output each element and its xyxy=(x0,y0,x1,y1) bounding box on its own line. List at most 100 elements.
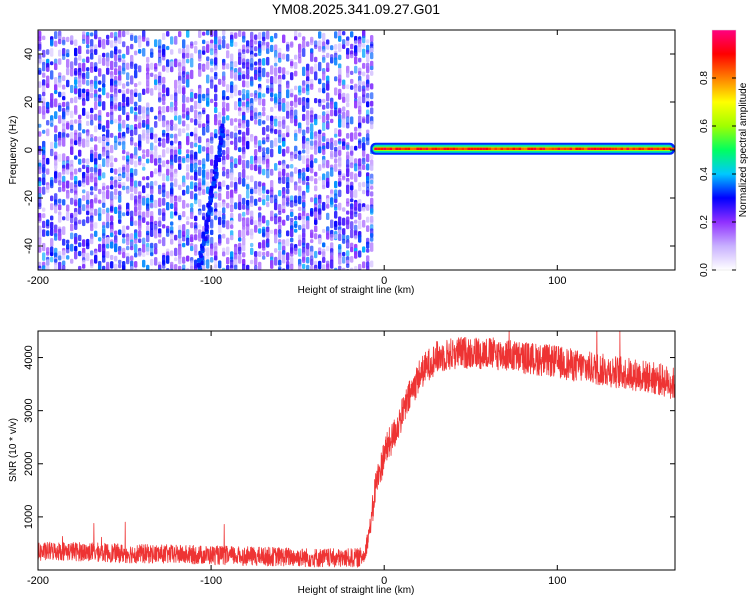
carrier-core-cell xyxy=(518,147,522,150)
spectrogram-cell xyxy=(194,45,198,54)
spectrogram-cell xyxy=(190,58,194,68)
spectrogram-cell xyxy=(234,181,238,192)
spectrogram-cell xyxy=(158,220,162,227)
y-tick-label: 3000 xyxy=(23,398,35,422)
spectrogram-cell xyxy=(66,53,70,58)
spectrogram-cell xyxy=(346,84,350,90)
spectrogram-cell xyxy=(242,49,246,55)
spectrogram-cell xyxy=(346,250,350,257)
spectrogram-cell xyxy=(350,43,354,50)
spectrogram-cell xyxy=(234,84,238,91)
spectrogram-cell xyxy=(254,61,258,66)
spectrogram-cell xyxy=(42,167,46,172)
spectrogram-cell xyxy=(314,250,318,259)
spectrogram-cell xyxy=(246,208,250,216)
spectrogram-cell xyxy=(134,252,138,258)
spectrogram-cell xyxy=(66,204,70,212)
spectrogram-cell xyxy=(358,263,362,270)
spectrogram-cell xyxy=(50,39,54,47)
spectrogram-cell xyxy=(146,136,150,144)
spectrogram-cell xyxy=(326,245,330,252)
spectrogram-cell xyxy=(182,52,186,59)
spectrogram-cell xyxy=(282,163,286,170)
spectrogram-cell xyxy=(358,144,362,149)
spectrogram-cell xyxy=(118,89,122,94)
carrier-core-cell xyxy=(617,147,621,150)
spectrogram-cell xyxy=(174,247,178,257)
spectrogram-cell xyxy=(246,107,250,113)
spectrogram-cell xyxy=(38,30,42,39)
spectrogram-cell xyxy=(262,98,266,107)
spectrogram-cell xyxy=(58,58,62,65)
spectrogram-cell xyxy=(342,234,346,241)
spectrogram-cell xyxy=(190,236,194,243)
spectrogram-cell xyxy=(238,56,242,65)
spectrogram-cell xyxy=(58,180,62,186)
spectrogram-cell xyxy=(174,110,178,116)
spectrogram-cell xyxy=(250,268,254,270)
spectrogram-cell xyxy=(50,256,54,263)
spectrogram-cell xyxy=(366,204,370,211)
spectrogram-cell xyxy=(270,106,274,112)
spectrogram-cell xyxy=(370,107,374,115)
spectrogram-cell xyxy=(278,259,282,266)
spectrogram-cell xyxy=(98,265,102,270)
spectrogram-cell xyxy=(294,109,298,117)
spectrogram-cell xyxy=(70,124,74,131)
spectrogram-cell xyxy=(342,256,346,264)
spectrogram-cell xyxy=(202,180,206,187)
spectrogram-cell xyxy=(310,160,314,169)
spectrogram-cell xyxy=(38,36,42,42)
spectrogram-cell xyxy=(54,133,58,142)
carrier-core-cell xyxy=(389,147,393,150)
spectrogram-cell xyxy=(242,243,246,252)
spectrogram-cell xyxy=(366,225,370,232)
spectrogram-cell xyxy=(350,267,354,270)
spectrogram-cell xyxy=(366,190,370,197)
spectrogram-cell xyxy=(302,66,306,77)
spectrogram-cell xyxy=(238,177,242,185)
spectrogram-cell xyxy=(182,235,186,242)
spectrogram-cell xyxy=(234,101,238,111)
carrier-core-cell xyxy=(635,147,639,150)
spectrogram-cell xyxy=(370,197,374,207)
spectrogram-cell xyxy=(322,122,326,131)
spectrogram-cell xyxy=(238,101,242,107)
spectrogram-cell xyxy=(230,267,234,270)
spectrogram-cell xyxy=(74,236,78,245)
spectrogram-cell xyxy=(38,246,42,253)
spectrogram-cell xyxy=(134,168,138,176)
spectrogram-cell xyxy=(98,39,102,48)
spectrogram-cell xyxy=(230,212,234,219)
carrier-core-cell xyxy=(392,147,396,150)
spectrogram-cell xyxy=(186,79,190,88)
spectrogram-cell xyxy=(266,232,270,239)
spectrogram-cell xyxy=(226,269,229,270)
spectrogram-cell xyxy=(38,193,42,199)
spectrogram-cell xyxy=(274,163,278,171)
spectrogram-cell xyxy=(346,93,350,103)
spectrogram-cell xyxy=(138,201,142,211)
spectrogram-cell xyxy=(66,109,70,116)
spectrogram-cell xyxy=(298,172,302,180)
spectrogram-cell xyxy=(294,133,298,142)
spectrogram-cell xyxy=(306,248,310,257)
carrier-core-cell xyxy=(455,147,459,150)
spectrogram-cell xyxy=(230,230,234,237)
spectrogram-cell xyxy=(226,190,230,200)
spectrogram-cell xyxy=(158,208,162,216)
spectrogram-cell xyxy=(202,189,206,195)
spectrogram-cell xyxy=(242,80,246,88)
spectrogram-cell xyxy=(130,178,134,187)
spectrogram-cell xyxy=(150,154,154,164)
spectrogram-cell xyxy=(206,186,210,194)
spectrogram-cell xyxy=(102,208,106,215)
spectrogram-cell xyxy=(150,228,154,237)
spectrogram-cell xyxy=(54,141,58,149)
carrier-core-cell xyxy=(425,147,429,150)
spectrogram-cell xyxy=(266,78,270,84)
spectrogram-cell xyxy=(118,184,122,189)
spectrogram-cell xyxy=(350,256,354,263)
spectrogram-cell xyxy=(330,45,334,51)
